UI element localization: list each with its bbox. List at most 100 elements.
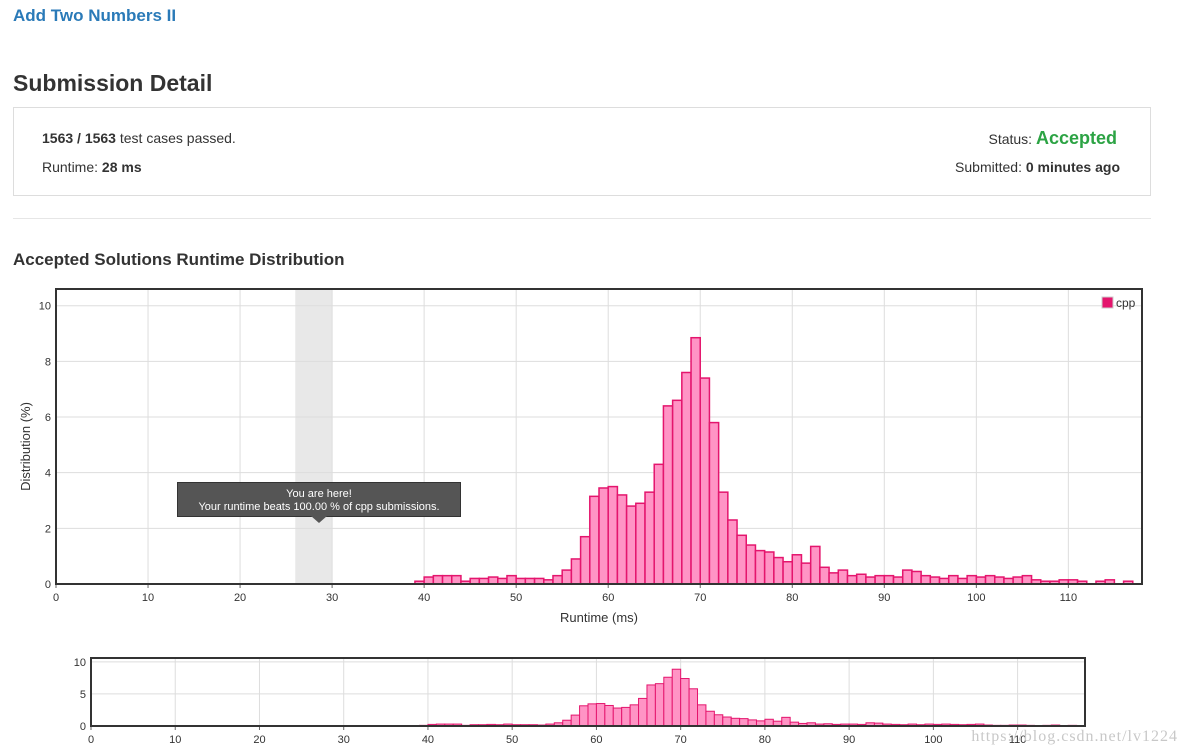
main-runtime-bar — [800, 562, 812, 585]
overview-y-tick-label: 10 — [74, 657, 86, 669]
tooltip-line-1: You are here! — [286, 488, 352, 500]
overview-runtime-bar — [638, 697, 648, 727]
main-x-tick-label: 90 — [878, 592, 890, 604]
test-cases-line: 1563 / 1563 test cases passed. — [42, 130, 236, 146]
overview-runtime-bar — [621, 706, 631, 727]
runtime-distribution-chart: 0 10 20 30 40 50 60 70 80 90 100 110 0 2 4 6 8 10 Runtime … — [18, 288, 1143, 625]
main-x-tick-label: 70 — [694, 592, 706, 604]
main-runtime-bar — [635, 502, 646, 585]
overview-runtime-bar — [722, 716, 732, 727]
runtime-value: 28 ms — [101, 159, 142, 175]
overview-runtime-bar — [629, 704, 640, 727]
main-runtime-bar — [653, 463, 665, 585]
main-runtime-bar — [865, 576, 876, 585]
main-runtime-bar — [846, 574, 858, 585]
overview-y-tick-label: 5 — [80, 689, 86, 701]
main-runtime-bar — [984, 574, 996, 585]
overview-runtime-bar — [671, 668, 682, 727]
main-runtime-bar — [745, 544, 757, 585]
main-runtime-bar — [561, 569, 573, 585]
section-divider — [13, 218, 1151, 219]
main-runtime-bar — [736, 534, 748, 585]
main-y-tick-label: 0 — [45, 579, 51, 591]
overview-runtime-bar — [781, 716, 791, 727]
main-runtime-bar — [782, 560, 794, 585]
overview-x-tick-label: 110 — [1009, 734, 1027, 746]
runtime-label: Runtime: — [42, 159, 99, 175]
main-runtime-bar — [450, 574, 462, 585]
main-runtime-bar — [717, 491, 729, 585]
overview-x-tick-label: 80 — [759, 734, 771, 746]
overview-runtime-bar — [764, 718, 774, 727]
overview-runtime-bar — [730, 717, 741, 727]
submitted-value: 0 minutes ago — [1025, 159, 1120, 175]
submitted-line: Submitted: 0 minutes ago — [955, 159, 1120, 175]
main-runtime-bar — [966, 574, 978, 585]
watermark: https://blog.csdn.net/lv1224 — [971, 728, 1178, 745]
main-x-tick-label: 40 — [418, 592, 430, 604]
overview-x-tick-label: 60 — [590, 734, 602, 746]
main-x-tick-label: 30 — [326, 592, 338, 604]
legend-swatch-cpp — [1101, 296, 1114, 309]
overview-x-tick-label: 50 — [506, 734, 518, 746]
overview-runtime-bar — [604, 704, 614, 727]
main-runtime-bar — [892, 576, 904, 585]
main-runtime-bar — [1021, 574, 1033, 585]
overview-y-tick-label: 0 — [80, 721, 86, 733]
main-runtime-bar — [681, 371, 692, 585]
overview-x-tick-label: 0 — [88, 734, 94, 746]
main-x-tick-label: 0 — [53, 592, 59, 604]
main-runtime-bar — [487, 576, 499, 585]
main-runtime-bar — [662, 405, 674, 585]
main-y-tick-label: 4 — [45, 468, 51, 480]
overview-runtime-bar — [680, 678, 690, 727]
main-plot-area: 0 10 20 30 40 50 60 70 80 90 100 110 0 2 4 6 8 10 Runtime … — [18, 288, 1143, 625]
main-runtime-bar — [616, 494, 628, 585]
x-axis-title: Runtime (ms) — [560, 610, 638, 625]
tooltip-pointer — [311, 516, 327, 523]
main-runtime-bar — [754, 549, 766, 585]
main-runtime-bar — [809, 545, 821, 585]
status-label: Status: — [988, 131, 1033, 147]
main-runtime-bar — [773, 556, 784, 585]
main-x-tick-label: 60 — [602, 592, 614, 604]
overview-x-tick-label: 90 — [843, 734, 855, 746]
overview-runtime-bar — [739, 718, 749, 727]
overview-x-tick-label: 20 — [253, 734, 265, 746]
main-runtime-bar — [607, 485, 619, 585]
submitted-label: Submitted: — [955, 159, 1022, 175]
main-runtime-bar — [552, 574, 563, 585]
overview-runtime-bar — [612, 707, 623, 727]
main-runtime-bar — [763, 551, 775, 585]
overview-plot-area: 0 10 20 30 40 50 60 70 80 90 100 110 0 5 10 — [74, 657, 1086, 746]
overview-runtime-bar — [697, 704, 707, 727]
overview-x-tick-label: 100 — [924, 734, 942, 746]
overview-runtime-bar — [646, 684, 656, 727]
runtime-overview-chart[interactable]: 0 10 20 30 40 50 60 70 80 90 100 110 0 5 10 — [0, 650, 1192, 756]
overview-runtime-bar — [663, 676, 673, 727]
current-runtime-highlight-band — [295, 289, 333, 584]
main-runtime-bar — [883, 574, 895, 585]
runtime-tooltip: You are here! Your runtime beats 100.00 … — [177, 482, 461, 524]
overview-runtime-bar — [595, 703, 606, 727]
main-runtime-bar — [819, 566, 830, 585]
legend-label-cpp: cpp — [1116, 296, 1136, 310]
main-runtime-bar — [920, 574, 932, 585]
overview-runtime-bar — [705, 710, 715, 727]
page-title: Submission Detail — [13, 70, 213, 96]
main-runtime-bar — [423, 576, 435, 585]
main-runtime-bar — [589, 495, 600, 585]
main-runtime-bar — [837, 569, 849, 585]
overview-x-tick-label: 10 — [169, 734, 181, 746]
overview-x-tick-label: 40 — [422, 734, 434, 746]
test-cases-suffix: test cases passed. — [119, 130, 236, 146]
main-x-tick-label: 20 — [234, 592, 246, 604]
status-value: Accepted — [1035, 128, 1117, 148]
main-runtime-bar — [570, 558, 582, 585]
overview-runtime-bar — [570, 714, 581, 727]
main-runtime-bar — [855, 573, 867, 585]
problem-title-link[interactable]: Add Two Numbers II — [13, 6, 177, 25]
main-runtime-bar — [993, 576, 1005, 585]
main-runtime-bar — [901, 569, 913, 585]
main-runtime-bar — [625, 505, 637, 585]
